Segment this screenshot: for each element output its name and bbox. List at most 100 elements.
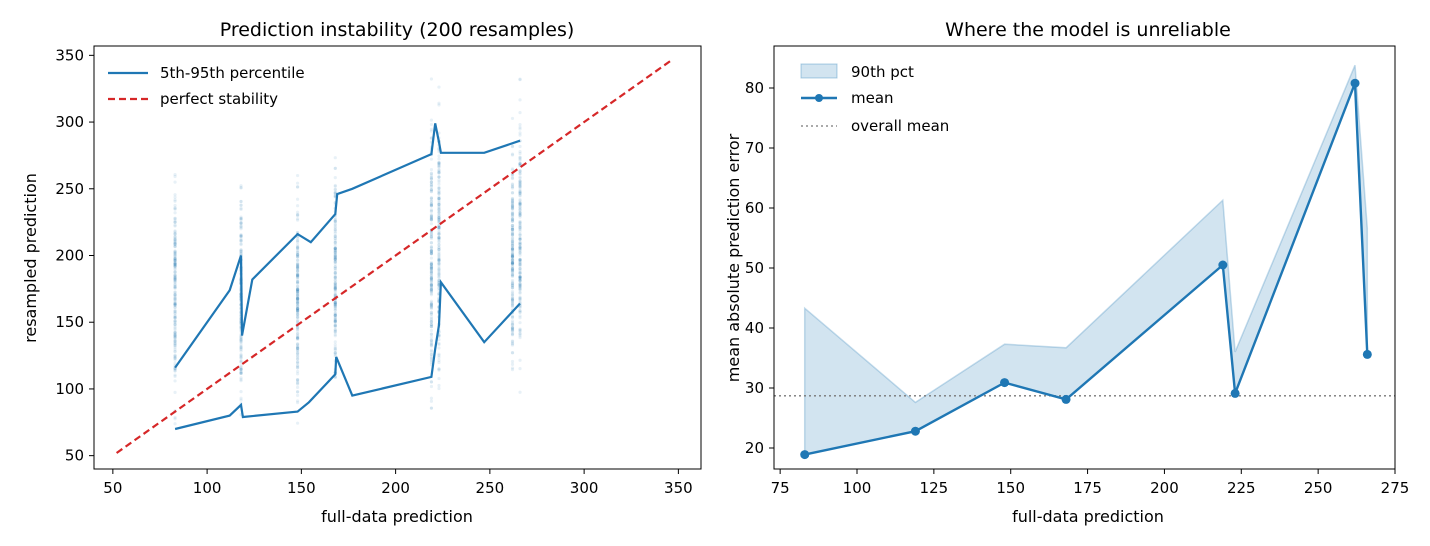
resample-point (295, 361, 300, 366)
resample-point (510, 176, 515, 180)
resample-point (437, 223, 441, 228)
right-x-tick-label: 200 (1150, 479, 1179, 497)
resample-point (295, 276, 300, 280)
resample-point (510, 255, 515, 259)
resample-point (333, 254, 337, 258)
resample-point (518, 309, 522, 313)
resample-point (333, 258, 337, 262)
resample-point (437, 182, 441, 186)
resample-point (429, 241, 434, 245)
resample-point (173, 232, 177, 236)
resample-point (429, 233, 434, 237)
resample-point (173, 323, 177, 327)
resample-point (437, 215, 441, 219)
resample-point (333, 250, 337, 254)
resample-point (437, 207, 441, 211)
resample-point (429, 293, 434, 297)
resample-point (518, 189, 522, 194)
resample-point (429, 177, 434, 181)
resample-point (510, 293, 515, 297)
resample-point (510, 257, 515, 261)
resample-point (173, 292, 177, 297)
resample-point (510, 258, 515, 262)
resample-point (518, 316, 522, 320)
resample-point (429, 335, 434, 339)
resample-point (437, 258, 441, 262)
resample-point (518, 190, 522, 194)
resample-point (295, 326, 300, 330)
resample-point (518, 220, 522, 224)
resample-point (510, 282, 515, 286)
resample-point (333, 302, 337, 306)
resample-point (510, 153, 515, 157)
resample-point (518, 246, 522, 251)
resample-point (518, 233, 522, 237)
resample-point (429, 234, 434, 239)
resample-point (518, 133, 522, 137)
resample-point (437, 168, 441, 173)
resample-point (437, 226, 441, 230)
resample-point (295, 345, 300, 349)
resample-point (333, 183, 337, 188)
resample-point (295, 279, 300, 284)
resample-point (429, 338, 434, 342)
resample-point (518, 227, 522, 231)
resample-point (437, 367, 441, 371)
resample-point (429, 264, 434, 269)
resample-point (518, 250, 522, 254)
resample-point (239, 336, 243, 340)
resample-point (173, 315, 177, 320)
mean-point (800, 450, 810, 460)
resample-point (510, 262, 515, 266)
resample-point (173, 172, 177, 177)
mean-point (1061, 394, 1071, 404)
resample-point (173, 283, 177, 287)
legend-stability-label: perfect stability (160, 90, 278, 108)
resample-point (239, 221, 243, 225)
resample-point (437, 170, 441, 174)
resample-point (173, 285, 177, 289)
right-plot-frame (773, 45, 1396, 470)
resample-point (333, 268, 337, 273)
resample-point (518, 125, 522, 129)
resample-point (429, 157, 434, 161)
resample-point (333, 329, 337, 333)
resample-point (239, 251, 243, 255)
resample-point (510, 227, 515, 231)
resample-point (437, 186, 441, 191)
resample-point (173, 258, 177, 263)
resample-point (173, 262, 177, 266)
resample-point (295, 297, 300, 301)
resample-point (239, 347, 243, 351)
resample-point (518, 245, 522, 249)
resample-point (173, 251, 177, 256)
resample-point (333, 303, 337, 308)
resample-point (518, 149, 522, 154)
legend-overall-label: overall mean (851, 117, 949, 135)
resample-point (510, 241, 515, 245)
resample-point (173, 338, 177, 342)
resample-point (173, 264, 177, 268)
resample-point (437, 259, 441, 263)
resample-point (429, 215, 434, 220)
resample-point (518, 184, 522, 189)
resample-point (518, 198, 522, 202)
resample-point (295, 300, 300, 304)
resample-point (510, 201, 515, 206)
resample-point (437, 235, 441, 240)
resample-point (173, 220, 177, 224)
resample-point (295, 288, 300, 292)
resample-point (333, 236, 337, 240)
mean-point (1362, 349, 1372, 359)
resample-point (510, 176, 515, 181)
resample-point (518, 161, 522, 165)
resample-point (295, 293, 300, 297)
resample-point (295, 253, 300, 257)
resample-point (295, 253, 300, 257)
resample-point (173, 331, 177, 335)
resample-point (295, 288, 300, 292)
resample-point (333, 156, 337, 160)
resample-point (518, 298, 522, 302)
resample-point (518, 213, 522, 218)
resample-point (173, 314, 177, 318)
